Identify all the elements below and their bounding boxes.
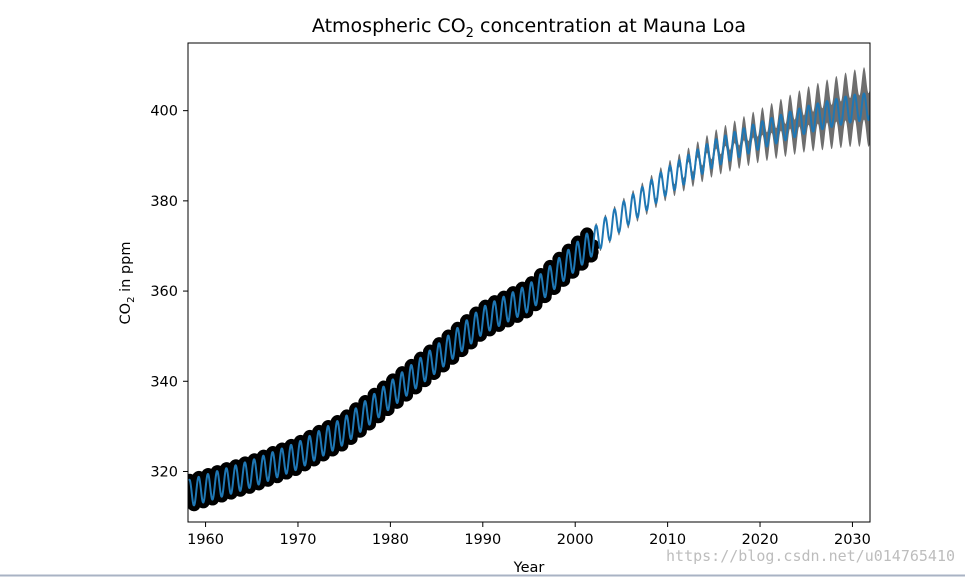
plot-area [188, 67, 870, 512]
y-tick-label: 340 [150, 374, 178, 390]
x-tick-label: 2020 [742, 532, 779, 548]
y-tick-label: 320 [150, 464, 178, 480]
prediction-line [188, 92, 870, 507]
y-tick-label: 400 [150, 104, 178, 120]
x-tick-label: 1990 [464, 532, 501, 548]
x-axis-label: Year [513, 560, 545, 576]
watermark-text: https://blog.csdn.net/u014765410 [666, 547, 955, 565]
x-tick-label: 2010 [649, 532, 686, 548]
uncertainty-band-area [188, 67, 870, 508]
x-tick-label: 1970 [280, 532, 317, 548]
x-tick-label: 1980 [372, 532, 409, 548]
x-tick-label: 2000 [557, 532, 594, 548]
plot-frame [187, 42, 871, 523]
y-tick-label: 380 [150, 194, 178, 210]
x-tick-label: 2030 [834, 532, 871, 548]
x-tick-label: 1960 [187, 532, 224, 548]
y-axis-label: CO2 in ppm [118, 242, 137, 325]
prediction-series [188, 92, 870, 507]
y-axis: 320 340 360 380 400 [150, 104, 188, 480]
uncertainty-band [188, 67, 870, 508]
y-tick-label: 360 [150, 284, 178, 300]
x-axis: 1960 1970 1980 1990 2000 2010 2020 2030 [187, 522, 871, 548]
chart-title: Atmospheric CO2 concentration at Mauna L… [312, 15, 746, 41]
